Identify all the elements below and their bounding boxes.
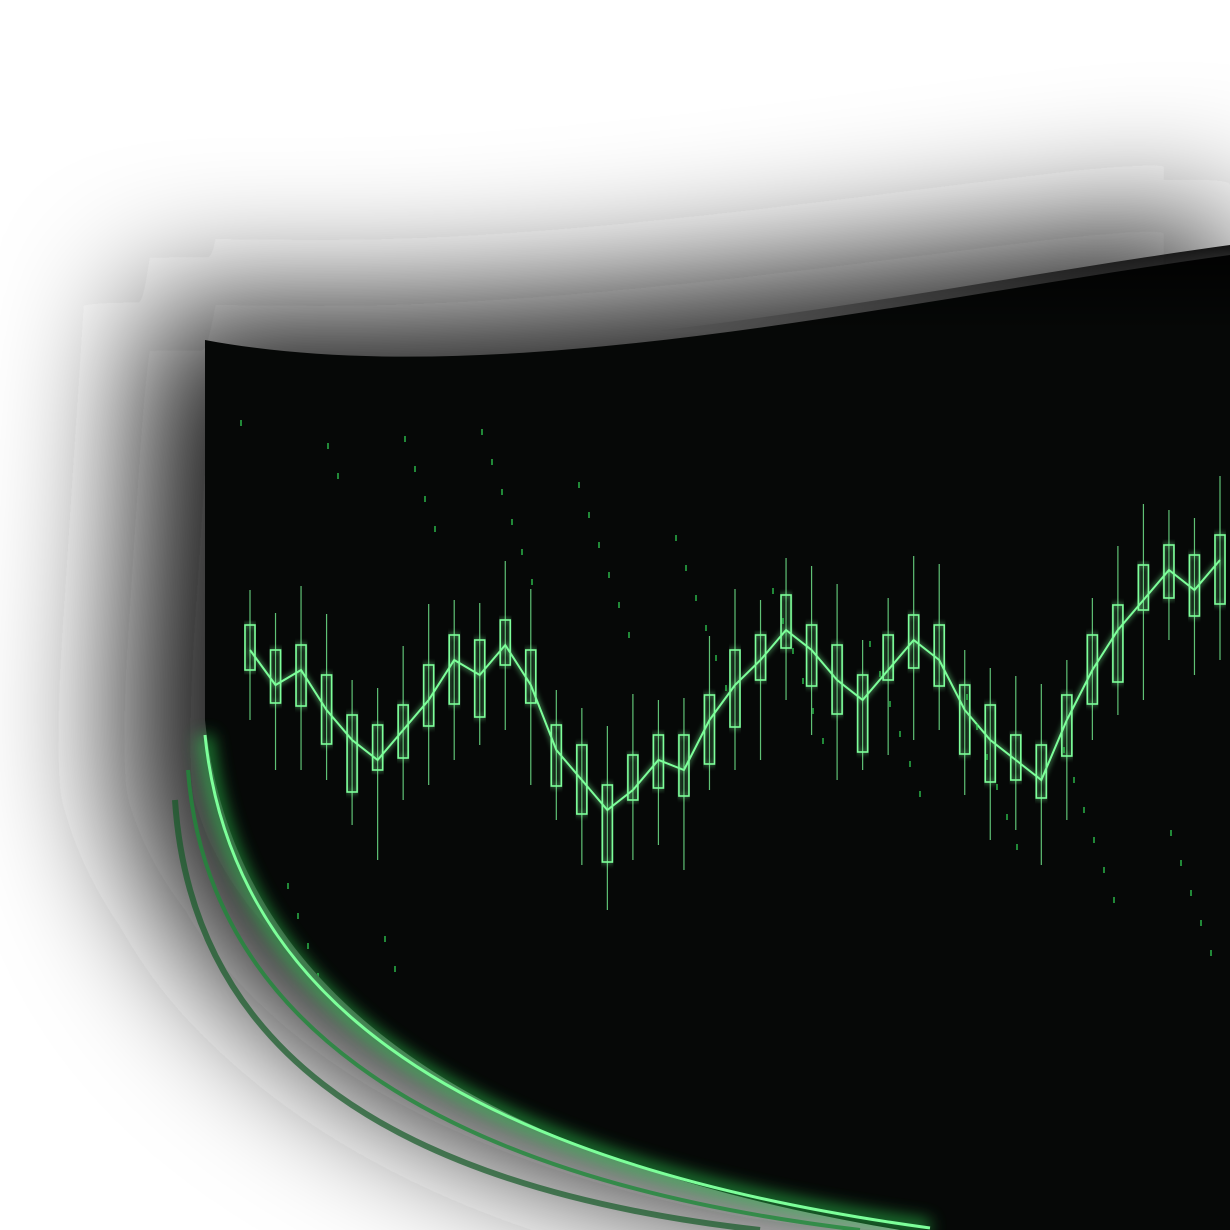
candle-body bbox=[1086, 634, 1099, 705]
top-shadow bbox=[205, 245, 1230, 494]
candle-body bbox=[856, 674, 869, 753]
candle-body bbox=[473, 639, 486, 718]
tick-mark bbox=[511, 519, 513, 525]
tick-mark bbox=[772, 588, 774, 594]
tick-mark bbox=[986, 754, 988, 760]
tick-mark bbox=[909, 761, 911, 767]
screen-panel bbox=[205, 255, 1230, 1230]
candle-body bbox=[422, 664, 435, 727]
tick-mark bbox=[1103, 867, 1105, 873]
tick-mark bbox=[976, 724, 978, 730]
tick-mark bbox=[1073, 777, 1075, 783]
curved-rim bbox=[203, 734, 931, 1230]
tick-mark bbox=[394, 966, 396, 972]
candle-body bbox=[499, 619, 512, 666]
tick-mark bbox=[628, 632, 630, 638]
tick-mark bbox=[297, 913, 299, 919]
tick-mark bbox=[1113, 897, 1115, 903]
price-line bbox=[249, 559, 1221, 812]
candle-body bbox=[244, 624, 256, 671]
curved-rim-inner bbox=[186, 769, 861, 1230]
tick-mark bbox=[812, 708, 814, 714]
tick-mark bbox=[996, 784, 998, 790]
tick-mark bbox=[919, 791, 921, 797]
candle-body bbox=[627, 754, 639, 801]
tick-mark bbox=[1210, 950, 1212, 956]
candle-body bbox=[958, 684, 971, 755]
tick-mark bbox=[1093, 837, 1095, 843]
candle-body bbox=[601, 784, 614, 863]
candle-body bbox=[907, 614, 920, 669]
tick-mark bbox=[307, 943, 309, 949]
candle-body bbox=[831, 644, 843, 715]
tick-mark bbox=[521, 549, 523, 555]
candle-body bbox=[371, 724, 384, 771]
tick-mark bbox=[869, 641, 871, 647]
tick-mark bbox=[705, 625, 707, 631]
candle-body bbox=[1061, 694, 1073, 757]
tick-mark bbox=[675, 535, 677, 541]
candle-body bbox=[576, 744, 588, 815]
tick-mark bbox=[434, 526, 436, 532]
candle-body bbox=[1035, 744, 1048, 799]
candle-body bbox=[882, 634, 894, 681]
tick-mark bbox=[1200, 920, 1202, 926]
tick-mark bbox=[531, 579, 533, 585]
tick-mark bbox=[889, 701, 891, 707]
tick-mark bbox=[725, 685, 727, 691]
tick-mark bbox=[618, 602, 620, 608]
tick-mark bbox=[792, 648, 794, 654]
tick-mark bbox=[424, 496, 426, 502]
tick-mark bbox=[782, 618, 784, 624]
tick-mark bbox=[685, 565, 687, 571]
tick-mark bbox=[588, 512, 590, 518]
candle-body bbox=[729, 649, 741, 728]
candle-body bbox=[678, 734, 690, 797]
tick-mark bbox=[695, 595, 697, 601]
tick-mark bbox=[1016, 844, 1018, 850]
tick-mark bbox=[384, 936, 386, 942]
candle-body bbox=[1112, 604, 1124, 683]
tick-mark bbox=[1083, 807, 1085, 813]
tick-mark bbox=[822, 738, 824, 744]
candle-body bbox=[1163, 544, 1175, 599]
tick-mark bbox=[899, 731, 901, 737]
tick-mark bbox=[879, 671, 881, 677]
candle-body bbox=[754, 634, 767, 681]
tick-mark bbox=[1190, 890, 1192, 896]
tick-mark bbox=[1170, 830, 1172, 836]
tick-mark bbox=[802, 678, 804, 684]
tick-mark bbox=[1006, 814, 1008, 820]
tick-mark bbox=[1180, 860, 1182, 866]
curved-rim-outer bbox=[172, 799, 761, 1230]
candle-body bbox=[1214, 534, 1226, 605]
candle-body bbox=[320, 674, 333, 745]
tick-mark bbox=[1063, 747, 1065, 753]
tick-mark bbox=[715, 655, 717, 661]
candle-body bbox=[346, 714, 358, 793]
candle-body bbox=[1137, 564, 1150, 611]
tick-mark bbox=[598, 542, 600, 548]
tick-mark bbox=[966, 694, 968, 700]
candle-body bbox=[295, 644, 307, 707]
candle-body bbox=[1009, 734, 1022, 781]
candle-body bbox=[397, 704, 409, 759]
tick-mark bbox=[608, 572, 610, 578]
candle-body bbox=[780, 594, 792, 649]
tick-mark bbox=[287, 883, 289, 889]
